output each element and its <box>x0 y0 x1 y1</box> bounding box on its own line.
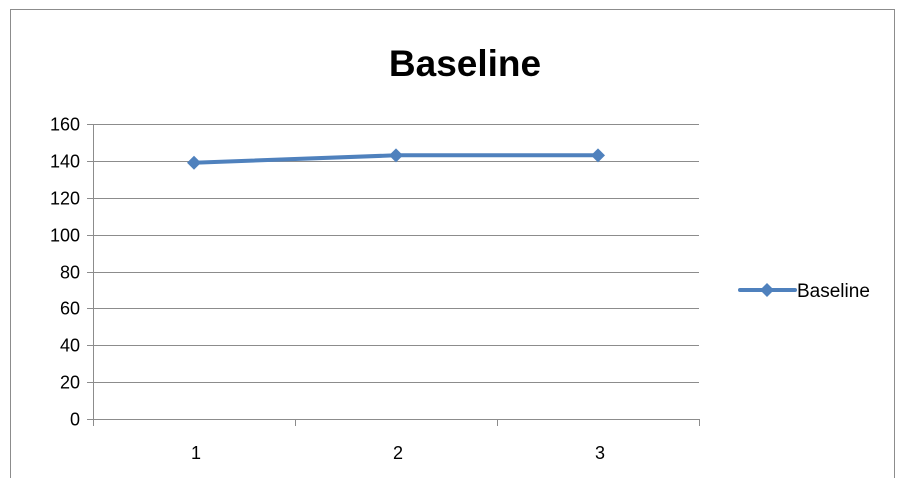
x-axis-tick-labels: 1 2 3 <box>191 443 605 463</box>
gridlines <box>93 124 699 383</box>
y-axis-tick-labels: 0 20 40 60 80 100 120 140 160 <box>50 115 80 430</box>
y-tick-label-120: 120 <box>50 189 80 209</box>
legend-label-baseline: Baseline <box>797 281 870 302</box>
axes <box>87 124 700 426</box>
y-tick-label-80: 80 <box>60 263 80 283</box>
y-tick-label-60: 60 <box>60 299 80 319</box>
x-tick-label-2: 2 <box>393 443 403 463</box>
y-tick-label-140: 140 <box>50 152 80 172</box>
data-point-baseline-3 <box>591 148 605 163</box>
y-tick-label-160: 160 <box>50 115 80 135</box>
y-tick-label-20: 20 <box>60 373 80 393</box>
chart-title: Baseline <box>389 43 541 84</box>
series-markers <box>187 148 605 170</box>
legend: Baseline <box>738 281 870 302</box>
data-point-baseline-2 <box>389 148 403 163</box>
legend-marker-baseline <box>760 283 774 297</box>
x-tick-label-3: 3 <box>595 443 605 463</box>
chart-border <box>10 9 895 478</box>
y-tick-label-40: 40 <box>60 336 80 356</box>
x-tick-label-1: 1 <box>191 443 201 463</box>
data-point-baseline-1 <box>187 155 201 170</box>
y-tick-label-0: 0 <box>70 410 80 430</box>
y-tick-label-100: 100 <box>50 226 80 246</box>
